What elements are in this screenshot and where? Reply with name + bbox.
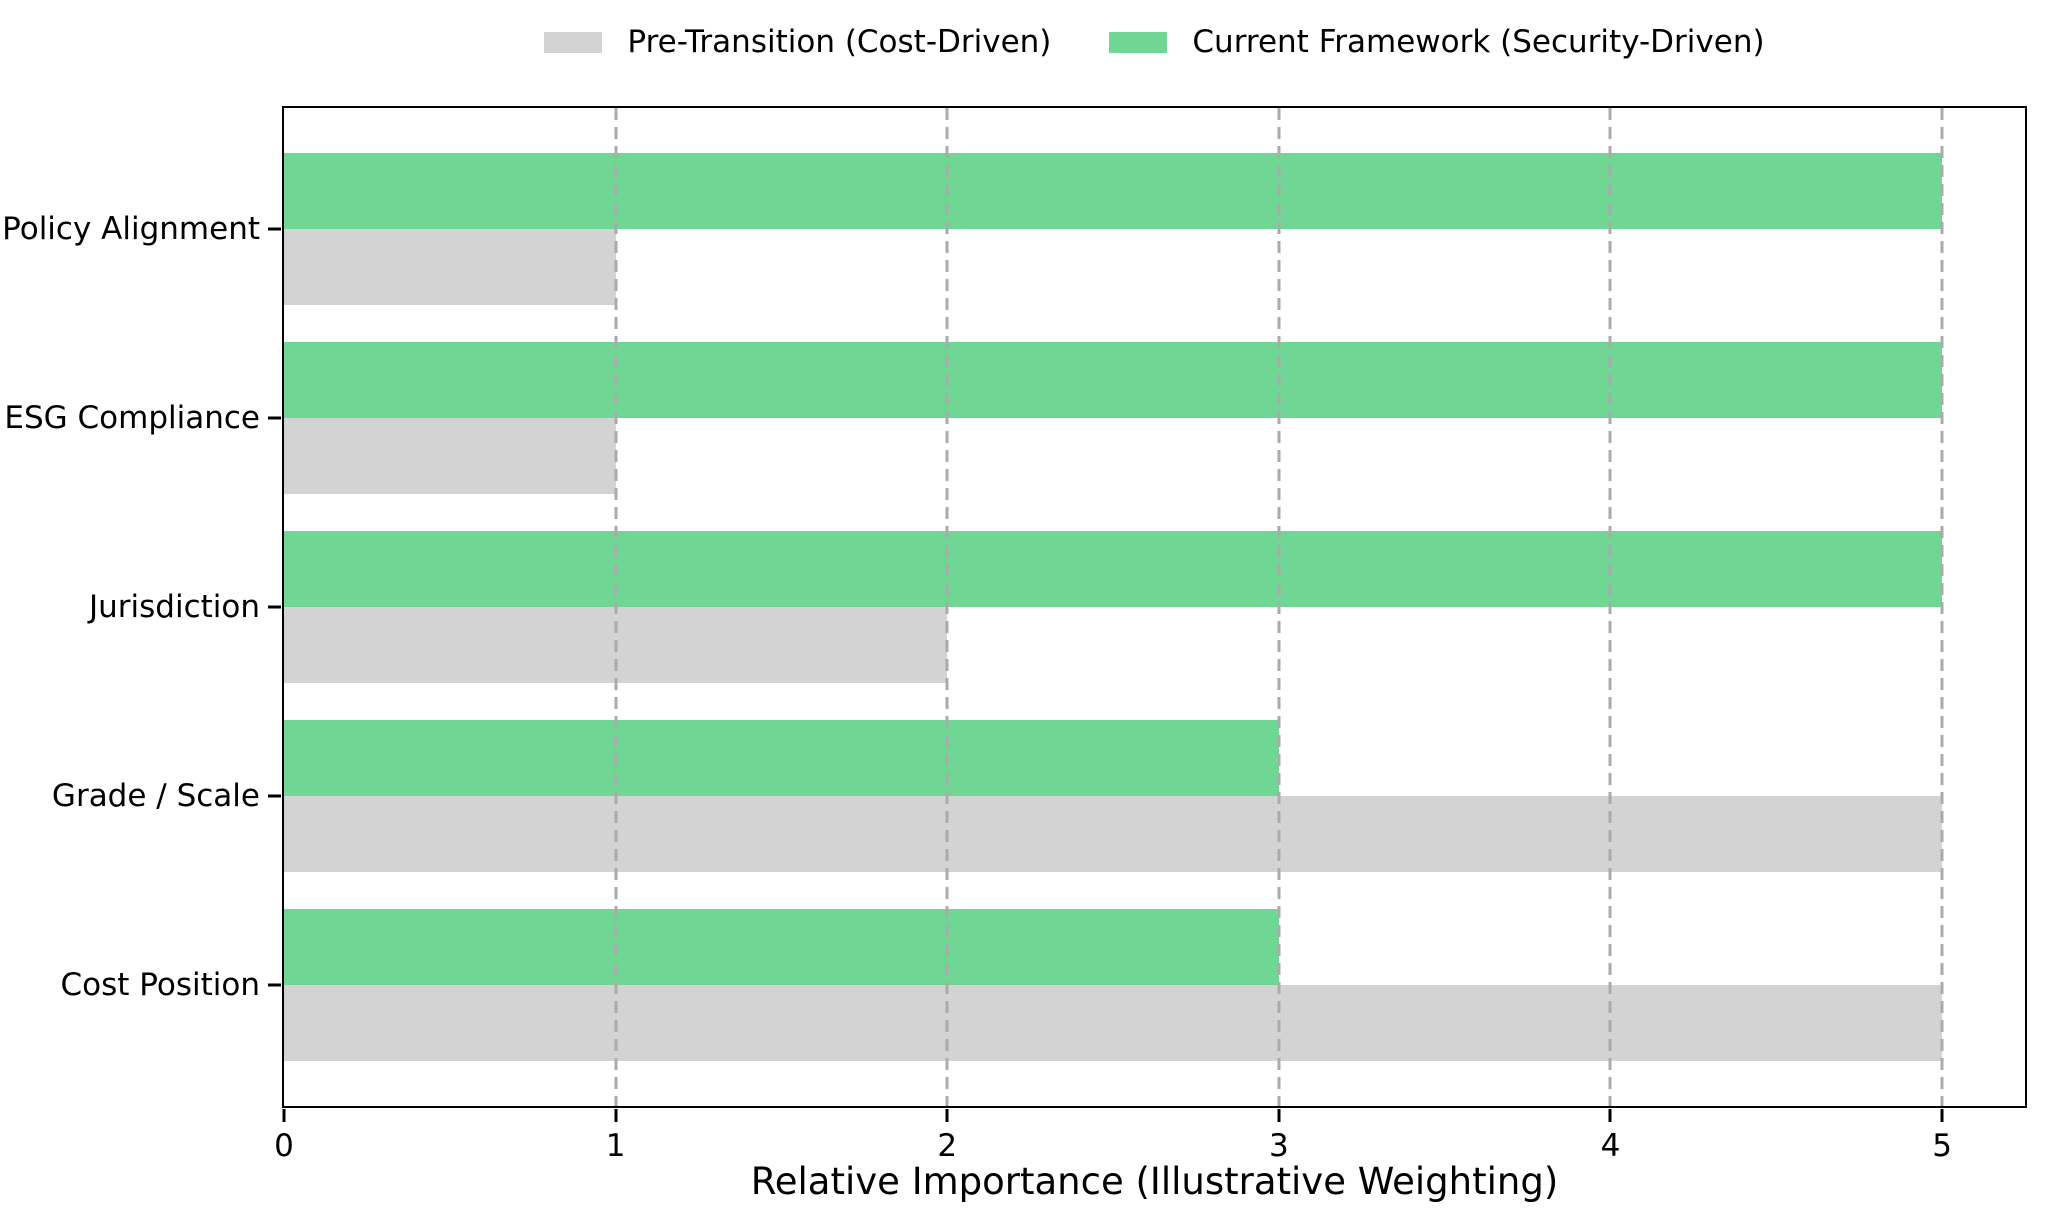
bar-current-0 bbox=[284, 153, 1943, 229]
plot-area: Policy Alignment ESG Compliance Jurisdicti… bbox=[2, 106, 2027, 1164]
category-label: Grade / Scale bbox=[51, 778, 260, 814]
x-tick-mark bbox=[1608, 1109, 1612, 1122]
bar-current-2 bbox=[284, 531, 1943, 607]
category-label: Cost Position bbox=[60, 967, 260, 1004]
legend-swatch-icon bbox=[1109, 31, 1168, 53]
x-tick-label: 3 bbox=[1268, 1128, 1289, 1164]
x-tick-label: 5 bbox=[1932, 1128, 1952, 1164]
bar-current-3 bbox=[284, 720, 1279, 796]
x-axis-title: Relative Importance (Illustrative Weight… bbox=[750, 1160, 1559, 1203]
bar-pre-4 bbox=[284, 985, 1943, 1061]
y-tick-mark bbox=[268, 227, 281, 231]
legend-label: Pre-Transition (Cost-Driven) bbox=[627, 23, 1052, 60]
bar-current-1 bbox=[284, 342, 1943, 418]
bar-current-4 bbox=[284, 909, 1279, 986]
x-tick-mark bbox=[282, 1109, 286, 1122]
x-tick-mark bbox=[945, 1109, 949, 1122]
category-label: Jurisdiction bbox=[88, 589, 260, 625]
chart-legend: Pre-Transition (Cost-Driven) Current Fram… bbox=[282, 16, 2027, 68]
category-label: Policy Alignment bbox=[2, 210, 260, 247]
legend-item: Pre-Transition (Cost-Driven) bbox=[544, 25, 1051, 59]
x-tick-label: 4 bbox=[1600, 1128, 1621, 1164]
legend-swatch-icon bbox=[544, 31, 603, 53]
x-tick-label: 0 bbox=[274, 1128, 294, 1164]
bar-pre-3 bbox=[284, 796, 1943, 872]
bar-pre-1 bbox=[284, 417, 616, 494]
y-tick-mark bbox=[268, 794, 281, 798]
legend-label: Current Framework (Security-Driven) bbox=[1192, 23, 1765, 60]
x-gridline bbox=[1608, 108, 1612, 1106]
legend-item: Current Framework (Security-Driven) bbox=[1109, 23, 1765, 60]
x-tick-mark bbox=[1277, 1109, 1281, 1122]
y-tick-mark bbox=[268, 416, 281, 420]
x-tick-mark bbox=[1940, 1109, 1944, 1122]
x-gridline bbox=[1277, 108, 1281, 1106]
x-tick-mark bbox=[614, 1109, 618, 1122]
x-tick-label: 1 bbox=[605, 1128, 626, 1164]
y-tick-mark bbox=[268, 605, 281, 609]
x-gridline bbox=[1940, 108, 1944, 1106]
x-gridline bbox=[945, 108, 949, 1106]
x-tick-label: 2 bbox=[937, 1128, 958, 1164]
bar-pre-0 bbox=[284, 228, 616, 305]
category-label: ESG Compliance bbox=[4, 399, 260, 436]
y-tick-mark bbox=[268, 983, 281, 987]
x-gridline bbox=[614, 108, 618, 1106]
